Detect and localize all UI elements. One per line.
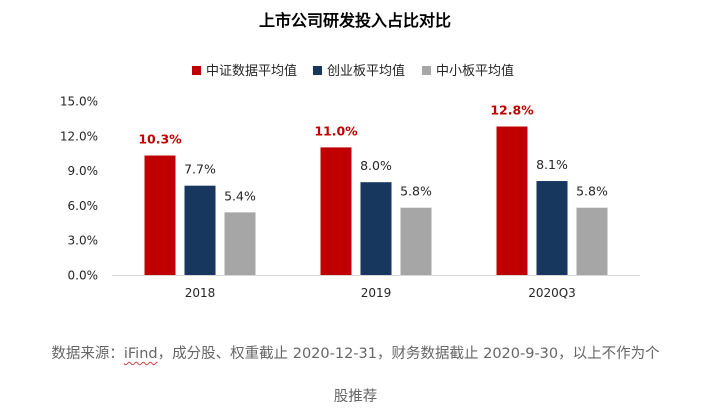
legend-label-3: 中小板平均值 (436, 63, 514, 79)
x-axis: 2018 2019 2020Q3 (112, 275, 640, 300)
data-labels: 10.3% 11.0% 12.8% 7.7% 8.0% 8.1% 5.4% 5.8% 5.8% (138, 103, 608, 204)
legend: 中证数据平均值 创业板平均值 中小板平均值 (192, 63, 514, 79)
data-label: 5.4% (224, 188, 256, 203)
source-caption: 数据来源：iFind，成分股、权重截止 2020-12-31，财务数据截止 20… (0, 342, 711, 363)
data-label: 8.0% (360, 158, 392, 173)
x-tick-label: 2019 (361, 286, 392, 300)
y-tick-label: 0.0% (68, 269, 99, 283)
data-label: 11.0% (314, 123, 358, 138)
caption-line2: 股推荐 (333, 389, 378, 405)
bar-2-2020q3 (536, 181, 568, 275)
bar-chart: 上市公司研发投入占比对比 中证数据平均值 创业板平均值 中小板平均值 0.0% 3.0… (60, 11, 640, 300)
bar-1-2018 (144, 155, 176, 275)
data-label: 5.8% (576, 184, 608, 199)
bar-1-2020q3 (496, 126, 528, 276)
y-tick-label: 3.0% (68, 234, 99, 248)
data-label: 8.1% (536, 157, 568, 172)
legend-label-1: 中证数据平均值 (206, 63, 297, 79)
chart-title: 上市公司研发投入占比对比 (259, 11, 451, 30)
legend-swatch-3 (422, 66, 431, 75)
y-tick-label: 12.0% (60, 129, 98, 143)
y-tick-label: 6.0% (68, 199, 99, 213)
x-tick-label: 2018 (185, 286, 216, 300)
data-label: 12.8% (490, 103, 534, 118)
bars (144, 126, 608, 276)
bar-1-2019 (320, 147, 352, 275)
data-label: 5.8% (400, 184, 432, 199)
legend-swatch-2 (313, 66, 322, 75)
y-tick-label: 15.0% (60, 95, 98, 109)
caption-source: iFind (123, 346, 158, 362)
legend-swatch-1 (192, 66, 201, 75)
x-tick-label: 2020Q3 (528, 286, 576, 300)
y-tick-label: 9.0% (68, 164, 99, 178)
bar-3-2020q3 (576, 207, 608, 275)
caption-prefix: 数据来源： (51, 346, 124, 362)
source-caption-line2: 股推荐 (0, 385, 711, 406)
bar-2-2019 (360, 182, 392, 275)
y-axis: 0.0% 3.0% 6.0% 9.0% 12.0% 15.0% (60, 95, 98, 283)
data-label: 7.7% (184, 162, 216, 177)
data-label: 10.3% (138, 132, 182, 147)
bar-2-2018 (184, 185, 216, 275)
bar-3-2018 (224, 212, 256, 275)
legend-label-2: 创业板平均值 (327, 63, 405, 79)
bar-3-2019 (400, 207, 432, 275)
caption-body: ，成分股、权重截止 2020-12-31，财务数据截止 2020-9-30，以上… (157, 346, 660, 362)
